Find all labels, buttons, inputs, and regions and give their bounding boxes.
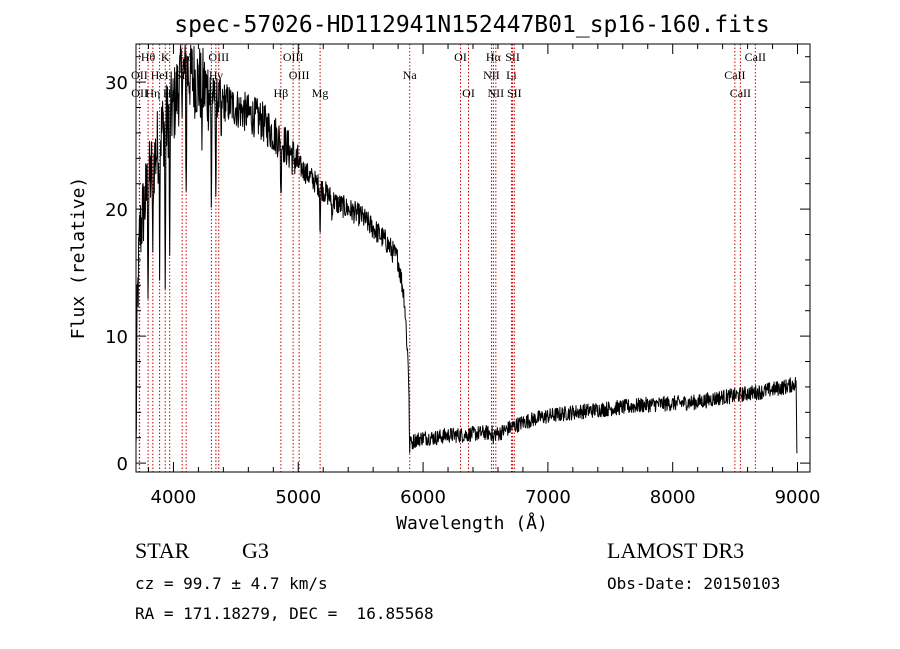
y-tick-label: 30	[105, 73, 128, 94]
x-tick-label: 4000	[151, 487, 197, 508]
survey-name: LAMOST DR3	[607, 538, 745, 563]
x-tick-label: 7000	[525, 487, 571, 508]
line-marker-label: K	[161, 50, 170, 64]
x-tick-label: 5000	[275, 487, 321, 508]
line-marker-label: OIII	[208, 50, 229, 64]
line-marker-label: OIII	[289, 68, 310, 82]
x-axis-ticks: 4000 5000 6000 7000 8000 9000	[147, 44, 821, 508]
line-marker-label: Hα	[486, 50, 502, 64]
spectrum-line-group	[135, 44, 798, 454]
line-marker-label: OIII	[283, 50, 304, 64]
chart-title: spec-57026-HD112941N152447B01_sp16-160.f…	[174, 12, 769, 38]
x-tick-label: 9000	[775, 487, 821, 508]
y-tick-label: 20	[105, 200, 128, 221]
line-marker-label: SII	[505, 50, 520, 64]
line-marker-label: CaII	[745, 50, 766, 64]
y-tick-label: 0	[117, 454, 128, 475]
redshift-readout: cz = 99.7 ± 4.7 km/s	[135, 574, 328, 593]
x-axis-label: Wavelength (Å)	[396, 512, 548, 534]
line-marker-label: CaII	[724, 68, 745, 82]
line-marker-label: CaII	[730, 86, 751, 100]
spectrum-line	[135, 44, 798, 454]
line-marker-label: OI	[462, 86, 475, 100]
obs-date: Obs-Date: 20150103	[607, 574, 781, 593]
line-marker-label: OII	[131, 86, 148, 100]
line-marker-label: NII	[488, 86, 505, 100]
x-tick-label: 8000	[650, 487, 696, 508]
object-class: STAR	[135, 538, 190, 563]
y-axis-label: Flux (relative)	[68, 177, 89, 340]
x-tick-label: 6000	[400, 487, 446, 508]
line-marker-label: Na	[403, 68, 418, 82]
line-marker-label: Hθ	[141, 50, 156, 64]
y-axis-ticks: 0 10 20 30	[105, 56, 810, 475]
line-marker-label: OI	[454, 50, 467, 64]
line-marker-label: Li	[506, 68, 517, 82]
line-marker-label: Mg	[312, 86, 329, 100]
line-marker-label: HeI	[151, 68, 169, 82]
line-marker-label: NII	[483, 68, 500, 82]
line-marker-label: Hβ	[274, 86, 289, 100]
line-marker-label: Hγ	[209, 68, 224, 82]
line-marker-label: G	[207, 86, 216, 100]
line-marker-label: SII	[507, 86, 522, 100]
line-marker-label: OII	[131, 68, 148, 82]
line-marker-label: Hη	[145, 86, 160, 100]
object-subclass: G3	[242, 538, 269, 563]
coordinates-readout: RA = 171.18279, DEC = 16.85568	[135, 604, 434, 623]
y-tick-label: 10	[105, 327, 128, 348]
